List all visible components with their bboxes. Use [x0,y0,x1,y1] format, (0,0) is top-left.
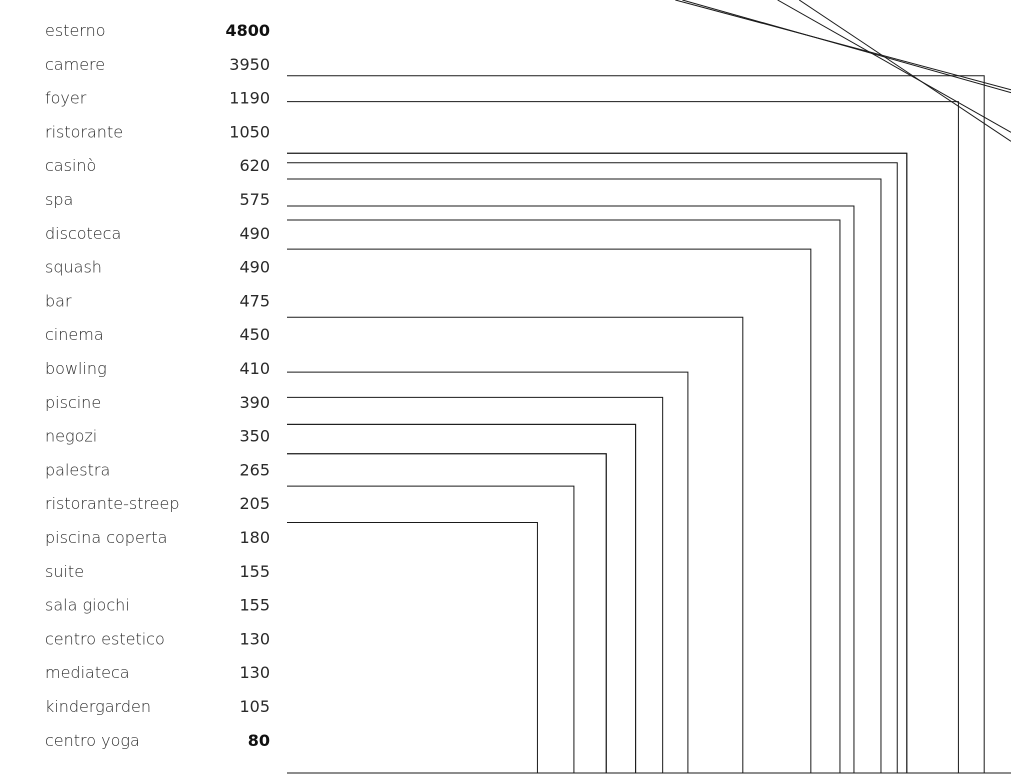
row-value: 205 [239,494,270,513]
row-value: 4800 [225,21,270,40]
row-labels: esterno camere foyer ristorante casinò spa dis… [45,21,180,750]
row-label: squash [45,258,102,277]
area-square [287,423,637,774]
row-label: camere [45,55,105,74]
row-label: bar [45,291,72,310]
row-label: esterno [45,21,106,40]
row-label: ristorante [45,122,123,141]
area-square [287,453,607,774]
row-value: 155 [239,596,270,615]
row-label: spa [45,190,73,209]
row-label: casinò [45,156,96,175]
area-square [287,772,1011,774]
row-label: ristorante-streep [45,494,180,513]
area-square [287,453,607,774]
area-square [287,772,1011,774]
row-value: 130 [239,663,270,682]
area-square [287,522,538,774]
row-value: 265 [239,460,270,479]
row-label: palestra [45,460,110,479]
row-value: 575 [239,190,270,209]
area-square [287,248,812,774]
overflow-corner-line [682,0,1011,94]
row-value: 410 [239,359,270,378]
row-value: 155 [239,562,270,581]
row-value: 475 [239,291,270,310]
overflow-corner-line [675,0,1011,91]
area-square [287,101,959,774]
row-label: mediateca [45,663,130,682]
row-value: 620 [239,156,270,175]
area-square [287,152,908,774]
row-value: 180 [239,528,270,547]
row-label: cinema [45,325,104,344]
row-label: centro yoga [45,731,140,750]
row-label: piscine [45,393,101,412]
row-label: sala giochi [45,596,130,615]
row-value: 450 [239,325,270,344]
row-value: 390 [239,393,270,412]
row-value: 130 [239,629,270,648]
row-label: negozi [45,427,97,446]
area-square [287,772,1011,774]
overflow-corner-line [777,0,1011,133]
row-label: discoteca [45,224,121,243]
overflow-corner-line [798,0,1011,142]
area-square [287,485,575,774]
area-square [287,772,1011,774]
area-squares [287,0,1011,774]
row-value: 1050 [229,122,270,141]
row-label: piscina coperta [45,528,167,547]
area-square [287,162,898,774]
area-square [287,219,841,774]
row-value: 490 [239,258,270,277]
row-value: 1190 [229,89,270,108]
row-value: 3950 [229,55,270,74]
area-square [287,205,855,774]
row-value: 105 [239,697,270,716]
area-square [287,316,744,774]
row-values: 4800 3950 1190 1050 620 575 490 490 475 450 410 390… [225,21,270,750]
row-value: 80 [248,731,270,750]
area-square [287,152,908,774]
row-label: foyer [45,89,87,108]
row-label: kindergarden [45,697,151,716]
row-value: 490 [239,224,270,243]
area-square [287,423,637,774]
row-label: centro estetico [45,629,165,648]
area-square [287,371,689,774]
row-label: suite [45,562,84,581]
row-value: 350 [239,427,270,446]
row-label: bowling [45,359,107,378]
area-square [287,178,882,774]
